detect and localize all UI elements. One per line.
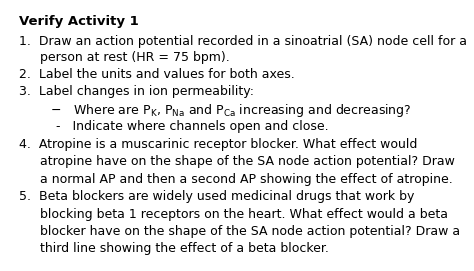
Text: a normal AP and then a second AP showing the effect of atropine.: a normal AP and then a second AP showing… xyxy=(39,173,452,186)
Text: 4.  Atropine is a muscarinic receptor blocker. What effect would: 4. Atropine is a muscarinic receptor blo… xyxy=(18,138,417,151)
Text: Verify Activity 1: Verify Activity 1 xyxy=(18,15,138,28)
Text: -   Indicate where channels open and close.: - Indicate where channels open and close… xyxy=(39,120,328,133)
Text: blocker have on the shape of the SA node action potential? Draw a: blocker have on the shape of the SA node… xyxy=(39,225,460,238)
Text: 1.  Draw an action potential recorded in a sinoatrial (SA) node cell for a: 1. Draw an action potential recorded in … xyxy=(18,35,467,48)
Text: 3.  Label changes in ion permeability:: 3. Label changes in ion permeability: xyxy=(18,85,254,98)
Text: blocking beta 1 receptors on the heart. What effect would a beta: blocking beta 1 receptors on the heart. … xyxy=(39,208,447,221)
Text: 2.  Label the units and values for both axes.: 2. Label the units and values for both a… xyxy=(18,68,294,81)
Text: 5.  Beta blockers are widely used medicinal drugs that work by: 5. Beta blockers are widely used medicin… xyxy=(18,191,414,204)
Text: person at rest (HR = 75 bpm).: person at rest (HR = 75 bpm). xyxy=(39,50,229,63)
Text: $-$   Where are $\mathrm{P}_\mathrm{K}$, $\mathrm{P}_\mathrm{Na}$ and $\mathrm{P: $-$ Where are $\mathrm{P}_\mathrm{K}$, $… xyxy=(18,102,411,119)
Text: atropine have on the shape of the SA node action potential? Draw: atropine have on the shape of the SA nod… xyxy=(39,155,455,168)
Text: third line showing the effect of a beta blocker.: third line showing the effect of a beta … xyxy=(39,242,328,255)
